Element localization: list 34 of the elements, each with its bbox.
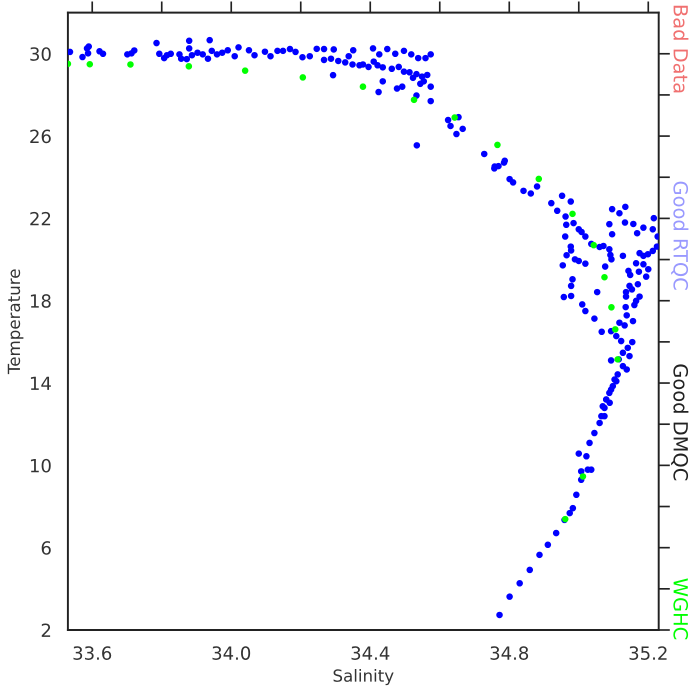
x-tick-label: 34.4 <box>352 646 390 660</box>
point <box>580 473 586 480</box>
point <box>410 96 418 104</box>
y-tick-label: 6 <box>42 541 51 555</box>
x-tick-label: 34.8 <box>490 646 528 660</box>
point <box>494 142 501 148</box>
text: Good DMQC <box>671 364 688 480</box>
text: Good RTQC <box>671 182 688 290</box>
text: Bad Data <box>673 6 688 92</box>
y-tick-label: 22 <box>30 212 50 226</box>
point <box>536 176 542 182</box>
point <box>86 61 94 68</box>
point <box>360 83 366 90</box>
y-axis-title: Temperature <box>8 269 24 374</box>
y-tick-label: 26 <box>30 130 51 144</box>
point <box>569 210 576 218</box>
y-tick-label: 30 <box>30 47 51 61</box>
text: WGHC <box>673 578 688 640</box>
x-tick-label: 33.6 <box>74 646 112 660</box>
y-tick-label: 10 <box>30 458 51 472</box>
x-tick-label: 35.2 <box>630 646 667 660</box>
y-tick-label: 18 <box>30 294 51 308</box>
point <box>186 63 192 70</box>
x-tick-label: 34.0 <box>212 646 250 660</box>
point <box>300 74 306 81</box>
point <box>612 326 619 333</box>
point <box>601 274 608 281</box>
point <box>451 114 458 121</box>
x-axis-title: Salinity <box>334 669 394 686</box>
y-tick-label: 14 <box>30 376 51 390</box>
point <box>127 61 134 68</box>
point <box>242 67 248 74</box>
point <box>608 304 615 311</box>
y-tick-label: 2 <box>42 623 50 637</box>
